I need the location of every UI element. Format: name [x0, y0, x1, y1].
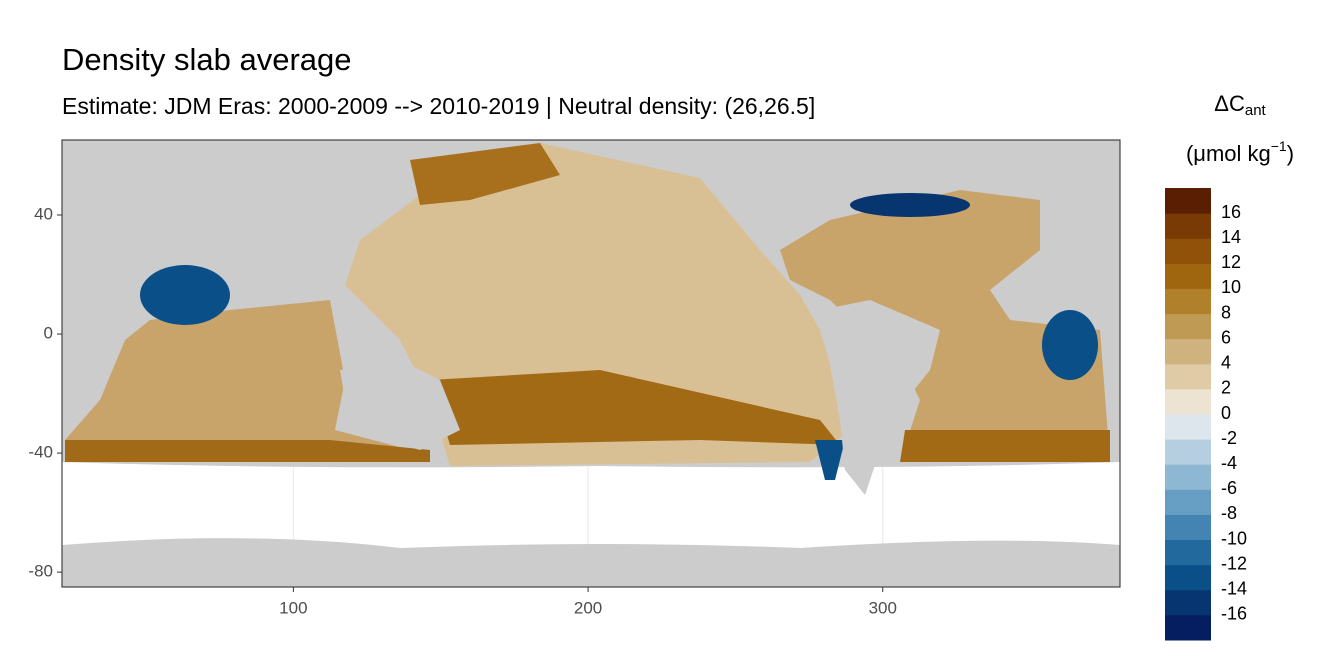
labrador-sea [850, 193, 970, 217]
legend-label: 6 [1221, 327, 1231, 347]
atlantic-south-band [900, 430, 1110, 462]
legend-label: 10 [1221, 277, 1241, 297]
legend-unit-close: ) [1287, 141, 1294, 166]
legend-exponent: −1 [1271, 138, 1287, 154]
legend-swatch [1165, 514, 1211, 541]
chart-title: Density slab average [62, 42, 352, 77]
legend-label: -16 [1221, 604, 1247, 624]
legend-swatch [1165, 313, 1211, 340]
legend-label: 12 [1221, 252, 1241, 272]
west-africa-margin [1042, 310, 1098, 380]
legend-swatch [1165, 213, 1211, 239]
australia [340, 360, 460, 450]
y-tick-label: 0 [44, 324, 53, 343]
legend-label: 2 [1221, 378, 1231, 398]
south-pacific-band [430, 370, 840, 445]
x-tick-label: 200 [574, 598, 602, 617]
legend-label: 14 [1221, 227, 1241, 247]
legend-swatch [1165, 564, 1211, 591]
legend-title: ΔCant [1214, 91, 1266, 119]
legend-label: -12 [1221, 553, 1247, 573]
legend-unit-text: (μmol kg [1186, 141, 1271, 166]
legend-unit: (μmol kg−1) [1186, 138, 1294, 166]
north-pacific-band [410, 143, 560, 205]
legend-subscript: ant [1245, 102, 1267, 119]
arabian-sea [140, 265, 230, 325]
legend-swatch [1165, 489, 1211, 515]
legend-swatch [1165, 539, 1211, 566]
chart-subtitle: Estimate: JDM Eras: 2000-2009 --> 2010-2… [62, 93, 815, 119]
legend-swatch [1165, 614, 1211, 641]
legend-swatch [1165, 464, 1211, 490]
legend-swatch [1165, 338, 1211, 365]
x-tick-label: 300 [869, 598, 897, 617]
atlantic-ocean [780, 190, 1110, 462]
legend-label: 16 [1221, 202, 1241, 222]
legend-label: 4 [1221, 353, 1231, 373]
y-tick-label: -80 [28, 562, 53, 581]
indian-south-band [65, 440, 430, 462]
legend-swatch [1165, 388, 1211, 415]
indian-ocean [65, 300, 430, 462]
legend-label: 8 [1221, 302, 1231, 322]
legend-swatch [1165, 188, 1211, 214]
legend-label: -2 [1221, 428, 1237, 448]
map-raster [62, 140, 1120, 587]
legend-swatch [1165, 263, 1211, 289]
y-tick-label: -40 [28, 443, 53, 462]
legend-label: -8 [1221, 503, 1237, 523]
legend-swatch [1165, 238, 1211, 264]
legend-swatch [1165, 363, 1211, 390]
africa [62, 140, 130, 430]
panel-border [61, 139, 1121, 588]
legend-swatch [1165, 414, 1211, 440]
legend-swatch [1165, 288, 1211, 315]
legend-swatch [1165, 589, 1211, 616]
chile-margin [815, 440, 845, 480]
antarctica [62, 538, 1120, 587]
legend-label: 0 [1221, 403, 1231, 423]
legend-label: -10 [1221, 528, 1247, 548]
x-tick-label: 100 [279, 598, 307, 617]
legend-label: -4 [1221, 453, 1237, 473]
legend-label: -6 [1221, 478, 1237, 498]
south-america [820, 300, 940, 495]
legend-symbol: ΔC [1214, 91, 1245, 116]
y-tick-label: 40 [34, 204, 53, 223]
legend-label: -14 [1221, 579, 1247, 599]
legend-swatch [1165, 439, 1211, 465]
